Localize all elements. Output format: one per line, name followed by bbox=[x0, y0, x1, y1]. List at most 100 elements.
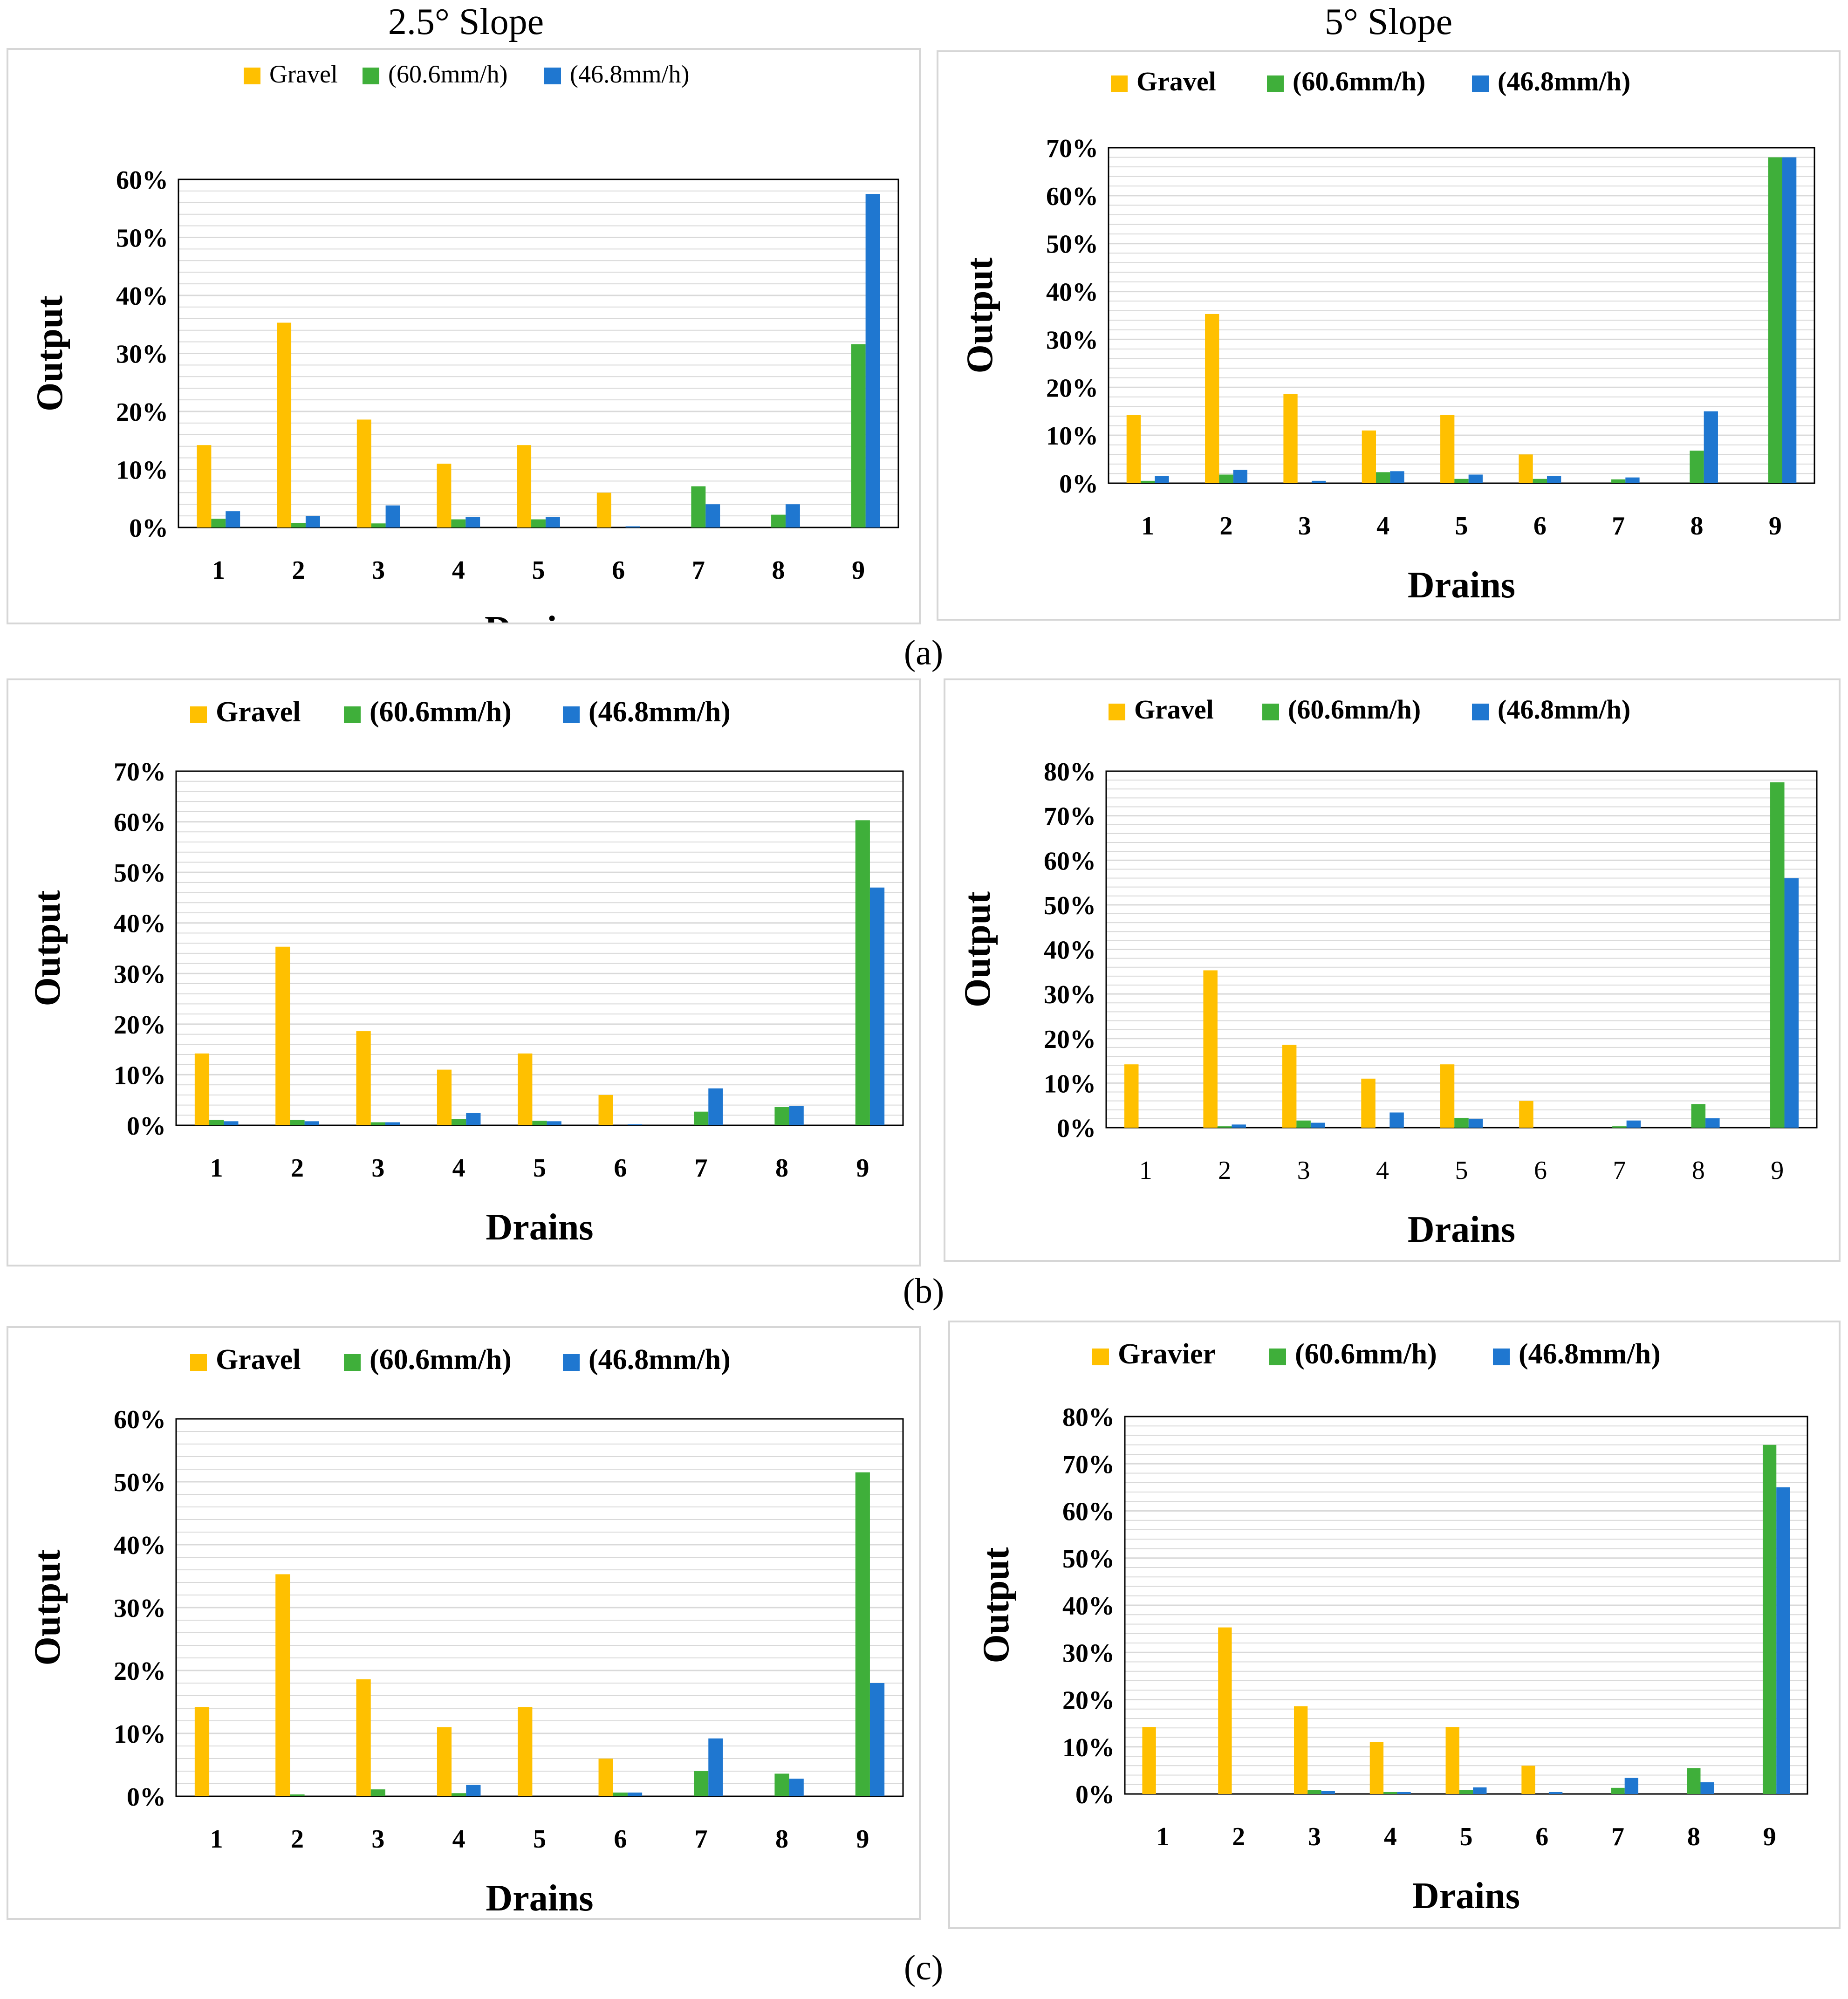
y-tick-label: 10% bbox=[1046, 422, 1098, 451]
x-tick-label: 3 bbox=[1308, 1822, 1321, 1851]
row-label-c: (c) bbox=[903, 1948, 944, 1987]
x-tick-label: 2 bbox=[292, 556, 305, 585]
bar-blue bbox=[627, 1124, 643, 1125]
bar-green bbox=[370, 1122, 385, 1125]
x-tick-label: 6 bbox=[614, 1154, 627, 1183]
y-tick-label: 80% bbox=[1044, 758, 1096, 787]
bar-gravel bbox=[1294, 1706, 1308, 1794]
bar-blue bbox=[545, 517, 560, 527]
legend-label: (60.6mm/h) bbox=[1288, 694, 1421, 725]
legend-swatch-gravel bbox=[1092, 1349, 1109, 1365]
bar-green bbox=[370, 1789, 385, 1796]
bar-gravel bbox=[356, 1031, 371, 1125]
y-tick-label: 40% bbox=[1062, 1592, 1115, 1621]
bar-green bbox=[694, 1771, 709, 1796]
bar-green bbox=[855, 1472, 870, 1796]
x-tick-label: 2 bbox=[1220, 512, 1233, 541]
legend-swatch-green bbox=[1269, 1349, 1286, 1365]
y-axis-title: Output bbox=[27, 1549, 68, 1665]
x-tick-label: 7 bbox=[695, 1825, 708, 1854]
y-tick-label: 20% bbox=[116, 398, 168, 427]
y-tick-label: 50% bbox=[114, 1468, 166, 1497]
x-tick-label: 1 bbox=[1139, 1156, 1152, 1185]
bar-blue bbox=[1784, 878, 1799, 1128]
bar-gravel bbox=[437, 1069, 452, 1125]
x-tick-label: 4 bbox=[1376, 512, 1389, 541]
x-tick-label: 8 bbox=[1687, 1822, 1700, 1851]
bar-green bbox=[1383, 1792, 1397, 1794]
legend-swatch-gravel bbox=[244, 68, 260, 84]
y-tick-label: 50% bbox=[1044, 891, 1096, 920]
chart-b-right: 0% 10% 20% 30% 40% 50% 60% 70% 80% 1 2 3 4 5 6 7 8 9 Drain… bbox=[957, 694, 1818, 1250]
bar-blue bbox=[1397, 1792, 1411, 1794]
bar-blue bbox=[789, 1106, 804, 1125]
y-tick-label: 50% bbox=[116, 224, 168, 253]
x-tick-label: 9 bbox=[856, 1154, 869, 1183]
y-tick-label: 50% bbox=[1062, 1545, 1115, 1574]
x-axis-title: Drains bbox=[486, 1878, 593, 1918]
x-tick-label: 5 bbox=[1455, 1156, 1468, 1185]
legend-swatch-blue bbox=[544, 68, 561, 84]
legend-swatch-green bbox=[344, 1354, 361, 1371]
y-tick-label: 50% bbox=[114, 859, 166, 888]
legend-label: Gravel bbox=[1134, 694, 1214, 725]
x-tick-label: 3 bbox=[371, 1825, 384, 1854]
x-tick-label: 6 bbox=[614, 1825, 627, 1854]
bar-green bbox=[1762, 1444, 1777, 1794]
chart-panel-c-right: 0% 10% 20% 30% 40% 50% 60% 70% 80% 1 2 3 4 5 6 7 8 9 Drain… bbox=[948, 1321, 1841, 1929]
bar-green bbox=[694, 1111, 709, 1125]
x-tick-label: 4 bbox=[1376, 1156, 1389, 1185]
bar-green bbox=[1690, 451, 1704, 483]
bar-gravel bbox=[518, 1053, 533, 1125]
bar-blue bbox=[1311, 480, 1326, 483]
y-axis-title: Output bbox=[976, 1547, 1017, 1663]
legend-swatch-gravel bbox=[1111, 75, 1128, 92]
y-tick-label: 0% bbox=[1057, 1114, 1096, 1143]
bar-gravel bbox=[275, 946, 290, 1125]
bar-gravel bbox=[598, 1095, 613, 1125]
bar-gravel bbox=[356, 419, 371, 527]
x-tick-label: 9 bbox=[1763, 1822, 1776, 1851]
bar-green bbox=[290, 1120, 305, 1125]
legend-label: (46.8mm/h) bbox=[589, 696, 731, 728]
right-column-title: 5° Slope bbox=[1324, 1, 1453, 42]
bar-green bbox=[452, 1119, 466, 1125]
y-tick-label: 60% bbox=[114, 1405, 166, 1434]
y-tick-label: 40% bbox=[1046, 278, 1098, 307]
x-tick-label: 6 bbox=[1535, 1822, 1548, 1851]
bar-green bbox=[1219, 474, 1233, 483]
x-tick-label: 3 bbox=[1298, 512, 1311, 541]
bar-blue bbox=[865, 194, 880, 527]
y-tick-label: 0% bbox=[129, 514, 168, 543]
legend-swatch-blue bbox=[563, 706, 580, 723]
y-tick-label: 40% bbox=[114, 1531, 166, 1560]
y-axis-title: Output bbox=[27, 890, 68, 1006]
legend-swatch-gravel bbox=[1109, 704, 1125, 720]
bar-gravel bbox=[1440, 415, 1455, 483]
x-axis-title: Drains bbox=[1408, 1209, 1515, 1250]
legend-label: (60.6mm/h) bbox=[1295, 1338, 1437, 1370]
row-label-b: (b) bbox=[903, 1272, 945, 1311]
y-tick-label: 0% bbox=[127, 1112, 166, 1141]
bar-gravel bbox=[1445, 1727, 1459, 1794]
y-axis-title: Output bbox=[959, 257, 1000, 373]
x-tick-label: 1 bbox=[1156, 1822, 1169, 1851]
bar-blue bbox=[1700, 1782, 1714, 1794]
bar-green bbox=[1454, 479, 1469, 483]
y-tick-label: 0% bbox=[1059, 470, 1098, 499]
y-tick-label: 30% bbox=[116, 340, 168, 369]
bar-gravel bbox=[1126, 415, 1141, 483]
chart-b-left: 0% 10% 20% 30% 40% 50% 60% 70% 1 2 3 4 5 6 7 8 9 Drains Ou… bbox=[27, 696, 904, 1248]
bar-blue bbox=[1468, 474, 1483, 483]
y-tick-label: 30% bbox=[114, 1594, 166, 1623]
y-tick-label: 20% bbox=[1062, 1686, 1115, 1715]
bar-green bbox=[1533, 479, 1547, 483]
bar-gravel bbox=[197, 445, 212, 527]
x-tick-label: 4 bbox=[452, 556, 465, 585]
chart-panel-c-left: 0% 10% 20% 30% 40% 50% 60% 1 2 3 4 5 6 7 8 9 Drains Outpu… bbox=[7, 1326, 921, 1920]
legend-label: (60.6mm/h) bbox=[1293, 66, 1425, 96]
x-tick-label: 4 bbox=[452, 1154, 465, 1183]
bar-green bbox=[531, 519, 546, 527]
x-tick-label: 9 bbox=[1771, 1156, 1784, 1185]
bar-gravel bbox=[1282, 1045, 1297, 1128]
